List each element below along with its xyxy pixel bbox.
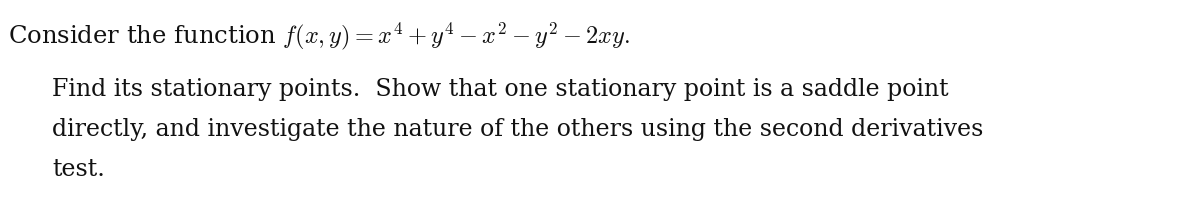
Text: directly, and investigate the nature of the others using the second derivatives: directly, and investigate the nature of … [52,118,983,141]
Text: Find its stationary points.  Show that one stationary point is a saddle point: Find its stationary points. Show that on… [52,78,949,101]
Text: test.: test. [52,158,104,181]
Text: Consider the function $f(x, y) = x^4 + y^4 - x^2 - y^2 - 2xy.$: Consider the function $f(x, y) = x^4 + y… [8,20,630,52]
